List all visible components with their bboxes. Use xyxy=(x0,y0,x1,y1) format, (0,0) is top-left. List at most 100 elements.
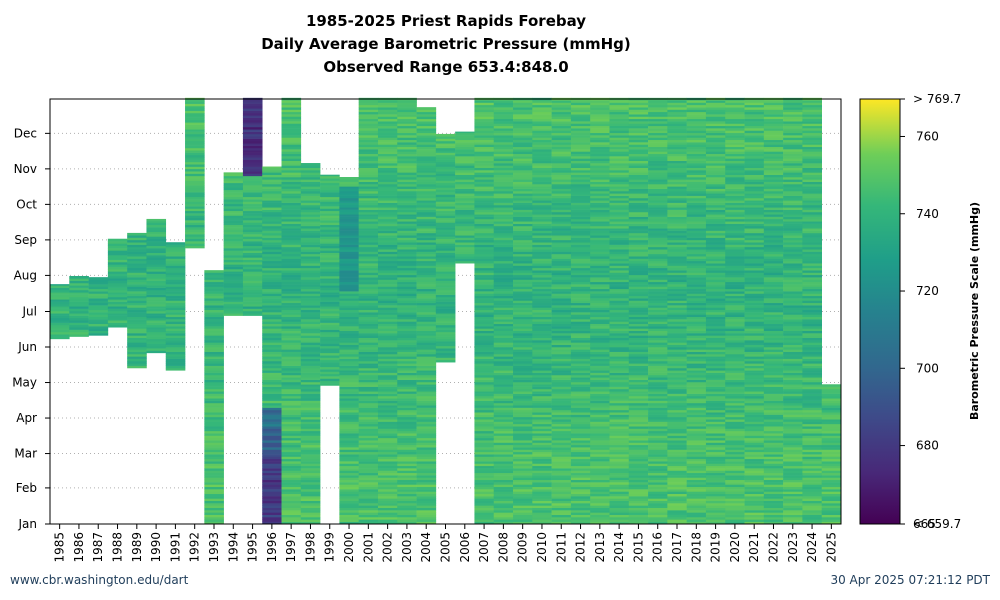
heat-cell xyxy=(339,381,359,385)
heat-cell xyxy=(493,153,514,157)
heat-cell xyxy=(242,173,263,177)
heat-cell xyxy=(609,416,630,420)
heat-cell xyxy=(88,323,109,327)
heat-cell xyxy=(320,294,340,298)
heat-cell xyxy=(686,398,707,401)
heat-cell xyxy=(127,323,147,327)
heat-cell xyxy=(551,426,572,429)
heat-cell xyxy=(628,218,649,222)
heat-cell xyxy=(628,246,649,250)
heat-cell xyxy=(474,316,495,320)
heat-cell xyxy=(513,384,533,387)
heat-cell xyxy=(358,246,379,250)
heat-cell xyxy=(725,253,745,257)
heat-cell xyxy=(667,200,687,203)
heat-cell xyxy=(339,272,359,276)
heat-cell xyxy=(397,223,417,227)
heat-cell xyxy=(377,447,398,450)
heat-cell xyxy=(185,140,205,144)
heat-cell xyxy=(513,342,533,345)
heat-cell xyxy=(358,456,379,460)
heat-cell xyxy=(416,121,437,124)
heat-cell xyxy=(300,260,321,264)
heat-cell xyxy=(609,109,630,113)
heat-cell xyxy=(204,314,224,318)
heat-cell xyxy=(358,214,379,217)
heat-cell xyxy=(609,498,630,502)
heat-cell xyxy=(513,416,533,420)
heat-cell xyxy=(744,514,765,518)
heat-cell xyxy=(705,402,726,406)
heat-cell xyxy=(686,230,707,234)
heat-cell xyxy=(744,258,765,262)
heat-cell xyxy=(320,310,340,314)
heat-cell xyxy=(165,267,186,271)
heat-cell xyxy=(725,326,745,329)
heat-cell xyxy=(474,328,495,332)
heat-cell xyxy=(725,486,745,490)
heat-cell xyxy=(204,472,224,476)
heat-cell xyxy=(146,327,167,330)
heat-cell xyxy=(281,384,302,387)
heat-cell xyxy=(262,447,282,450)
heat-cell xyxy=(281,358,302,362)
heat-cell xyxy=(397,486,417,490)
heat-cell xyxy=(648,395,668,399)
heat-cell xyxy=(242,150,263,153)
heat-cell xyxy=(532,319,552,322)
heat-cell xyxy=(609,121,630,124)
heat-cell xyxy=(744,405,765,408)
heat-cell xyxy=(300,365,321,369)
heat-cell xyxy=(686,503,707,506)
heat-cell xyxy=(262,489,282,492)
heat-cell xyxy=(744,423,765,427)
heat-cell xyxy=(146,262,167,265)
heat-cell xyxy=(686,263,707,266)
heat-cell xyxy=(725,142,745,145)
heat-cell xyxy=(628,458,649,462)
heat-cell xyxy=(570,337,591,341)
heat-cell xyxy=(532,190,552,194)
heat-cell xyxy=(705,426,726,429)
heat-cell xyxy=(262,305,282,308)
heat-cell xyxy=(570,505,591,508)
heat-cell xyxy=(281,193,302,196)
heat-cell xyxy=(667,170,687,173)
heat-cell xyxy=(705,256,726,259)
heat-cell xyxy=(377,104,398,108)
heat-cell xyxy=(397,493,417,497)
heat-cell xyxy=(416,188,437,192)
heat-cell xyxy=(744,496,765,499)
heat-cell xyxy=(532,207,552,210)
heat-cell xyxy=(744,295,765,299)
heat-cell xyxy=(358,323,379,327)
heat-cell xyxy=(725,165,745,168)
heat-cell xyxy=(300,265,321,269)
heat-cell xyxy=(705,491,726,495)
heat-cell xyxy=(377,419,398,422)
heat-cell xyxy=(493,444,514,448)
heat-cell xyxy=(165,279,186,283)
heat-cell xyxy=(551,174,572,178)
heat-cell xyxy=(185,115,205,118)
heat-cell xyxy=(667,419,687,422)
heat-cell xyxy=(667,107,687,110)
heat-cell xyxy=(358,200,379,203)
heat-cell xyxy=(262,414,282,418)
heat-cell xyxy=(262,402,282,406)
heat-cell xyxy=(107,289,128,293)
heat-cell xyxy=(320,308,340,312)
heat-cell xyxy=(551,444,572,448)
heat-cell xyxy=(628,493,649,497)
heat-cell xyxy=(744,216,765,220)
heat-cell xyxy=(377,456,398,460)
heat-cell xyxy=(686,302,707,306)
heat-cell xyxy=(493,503,514,506)
heat-cell xyxy=(127,256,147,259)
heat-cell xyxy=(744,167,765,171)
heat-cell xyxy=(416,395,437,399)
heat-cell xyxy=(474,123,495,127)
heat-cell xyxy=(532,309,552,313)
heat-cell xyxy=(223,282,244,286)
heat-cell xyxy=(532,381,552,385)
